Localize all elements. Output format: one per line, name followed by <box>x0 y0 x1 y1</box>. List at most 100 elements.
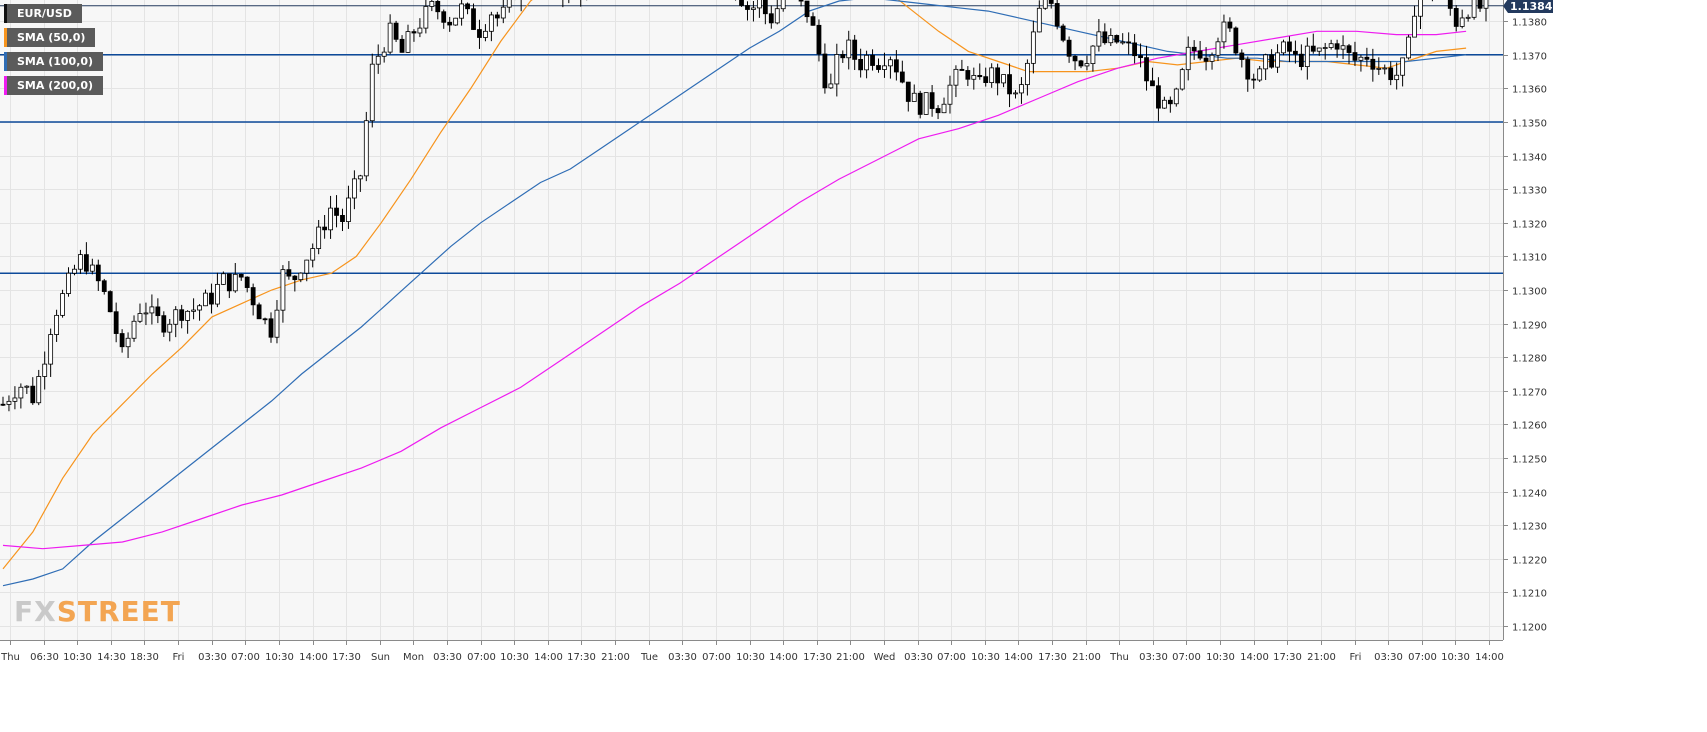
x-tick-label: 07:00 <box>1408 652 1437 663</box>
candle-body <box>1275 52 1280 68</box>
candle-body <box>417 27 423 34</box>
candle-body <box>375 55 381 65</box>
sma200-line <box>2 30 1467 550</box>
candle-body <box>477 29 482 38</box>
candle-body <box>947 84 953 105</box>
x-tick-label: 03:30 <box>668 652 697 663</box>
y-tick-label: 1.1340 <box>1512 153 1547 164</box>
candle-body <box>226 273 232 292</box>
candle-body <box>357 175 363 180</box>
candle-body <box>465 3 470 10</box>
y-tick-label: 1.1220 <box>1512 556 1547 567</box>
x-tick-label: Mon <box>403 652 424 663</box>
candle-body <box>399 38 405 53</box>
legend-instrument[interactable]: EUR/USD <box>4 4 82 23</box>
candle-body <box>393 22 399 40</box>
fxstreet-logo: FXSTREET <box>14 595 181 628</box>
candle-body <box>1191 46 1197 52</box>
candle-body <box>244 276 250 288</box>
legend-sma200[interactable]: SMA (200,0) <box>4 76 104 95</box>
logo-fx: FX <box>14 595 57 628</box>
candle-body <box>893 59 899 73</box>
candle-body <box>1042 0 1048 9</box>
x-tick-label: Wed <box>874 652 896 663</box>
candle-body <box>36 376 42 404</box>
x-tick-label: 03:30 <box>1374 652 1403 663</box>
candle-body <box>286 269 292 277</box>
candle-body <box>1400 57 1406 76</box>
candle-body <box>768 13 774 24</box>
candle-body <box>149 306 155 314</box>
candle-body <box>453 17 459 26</box>
candle-body <box>1281 41 1286 54</box>
x-tick-label: 14:00 <box>769 652 798 663</box>
candle-body <box>1013 92 1018 95</box>
candle-body <box>1257 68 1263 81</box>
candle-body <box>161 315 167 333</box>
x-tick-label: 17:30 <box>803 652 832 663</box>
x-tick-label: 21:00 <box>601 652 630 663</box>
candle-body <box>1090 45 1096 64</box>
candle-body <box>828 83 834 89</box>
candle-body <box>983 76 989 83</box>
legend-sma50[interactable]: SMA (50,0) <box>4 28 96 47</box>
candle-body <box>1293 50 1298 55</box>
candle-body <box>852 39 858 60</box>
candle-body <box>780 0 786 10</box>
candle-body <box>30 385 36 404</box>
candle-body <box>1161 99 1167 109</box>
candle-body <box>995 67 1001 84</box>
candle-body <box>810 16 816 26</box>
x-tick-label: 10:30 <box>265 652 294 663</box>
candlesticks <box>0 0 1489 412</box>
x-tick-label: Tue <box>640 652 658 663</box>
candle-body <box>60 293 65 316</box>
candle-body <box>215 283 220 305</box>
logo-street: STREET <box>56 595 181 628</box>
candle-body <box>1060 25 1066 41</box>
candle-body <box>905 81 911 102</box>
candle-body <box>1483 0 1489 9</box>
candle-body <box>346 197 351 222</box>
candle-body <box>834 54 840 85</box>
candle-body <box>1376 67 1382 70</box>
candle-body <box>1394 74 1400 81</box>
candle-body <box>1072 55 1078 62</box>
x-tick-label: 14:00 <box>534 652 563 663</box>
candle-body <box>125 337 131 348</box>
candle-body <box>798 0 804 2</box>
candle-body <box>369 63 375 122</box>
candle-body <box>923 92 929 115</box>
x-tick-label: 21:00 <box>836 652 865 663</box>
candle-body <box>959 68 965 71</box>
candle-body <box>143 312 149 315</box>
y-tick-label: 1.1270 <box>1512 388 1547 399</box>
x-tick-label: Sun <box>371 652 390 663</box>
candle-body <box>1203 57 1209 62</box>
candle-body <box>1233 27 1239 54</box>
y-tick-label: 1.1290 <box>1512 321 1547 332</box>
candle-body <box>131 320 137 339</box>
candle-body <box>1346 45 1352 53</box>
x-tick-label: 17:30 <box>332 652 361 663</box>
x-tick-label: 17:30 <box>1038 652 1067 663</box>
grid-lines <box>0 0 1503 640</box>
y-tick-label: 1.1380 <box>1512 18 1547 29</box>
candle-body <box>1173 88 1179 105</box>
x-tick-label: 18:30 <box>130 652 159 663</box>
legend-sma100[interactable]: SMA (100,0) <box>4 52 104 71</box>
candle-body <box>1310 45 1316 52</box>
x-tick-label: 21:00 <box>1307 652 1336 663</box>
x-tick-label: 10:30 <box>1441 652 1470 663</box>
candle-body <box>42 363 48 377</box>
y-tick-label: 1.1260 <box>1512 421 1547 432</box>
candle-body <box>209 292 214 305</box>
candle-body <box>1358 56 1364 61</box>
y-axis-labels: 1.1200 1.1210 1.1220 1.1230 1.1240 1.1250 1.12… <box>1503 18 1547 634</box>
candle-body <box>1156 85 1161 109</box>
candle-body <box>971 75 977 80</box>
x-tick-label: 03:30 <box>904 652 933 663</box>
candle-body <box>870 54 875 66</box>
candle-body <box>310 248 316 261</box>
